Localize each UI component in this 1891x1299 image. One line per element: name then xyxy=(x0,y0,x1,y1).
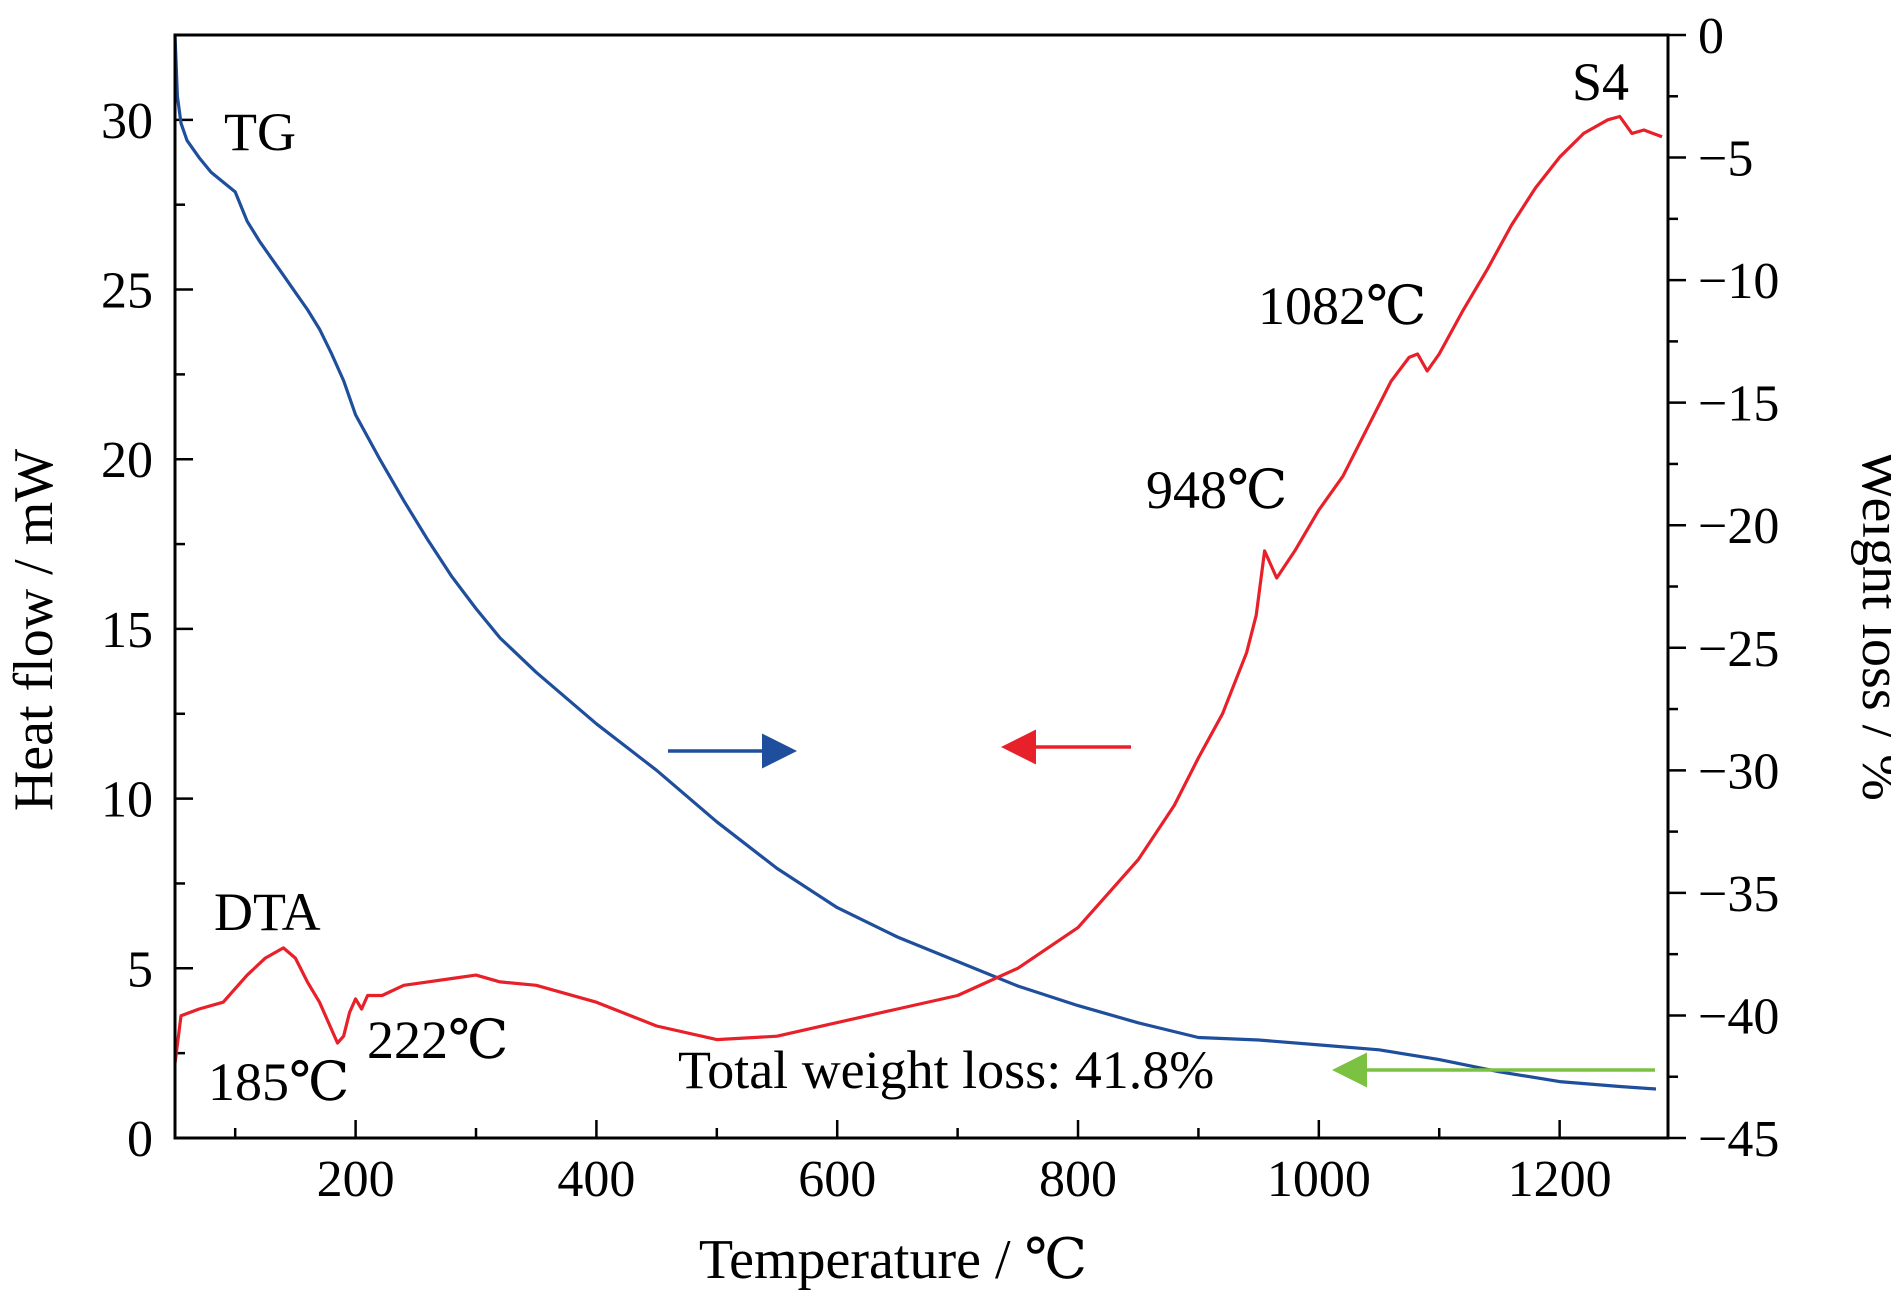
y-left-tick-label: 0 xyxy=(127,1111,153,1168)
y-right-tick-label: −10 xyxy=(1698,253,1779,310)
x-axis-title: Temperature / ℃ xyxy=(699,1229,1087,1291)
dta-label: DTA xyxy=(214,882,321,942)
x-tick-label: 600 xyxy=(798,1151,876,1208)
axis-tick-labels: 200 400 600 800 1000 1200 0 5 10 15 20 25 30 0 −5 −10 −1… xyxy=(101,8,1779,1208)
y-left-tick-label: 15 xyxy=(101,602,153,659)
x-tick-label: 1000 xyxy=(1267,1151,1371,1208)
sample-label: S4 xyxy=(1572,52,1629,112)
tg-label: TG xyxy=(224,102,296,162)
total-weight-loss-label: Total weight loss: 41.8% xyxy=(678,1040,1214,1100)
x-tick-label: 200 xyxy=(317,1151,395,1208)
y-left-tick-label: 30 xyxy=(101,93,153,150)
x-tick-label: 400 xyxy=(557,1151,635,1208)
y-left-tick-label: 25 xyxy=(101,263,153,320)
y-left-tick-label: 20 xyxy=(101,432,153,489)
y-axis-left-title: Heat flow / mW xyxy=(3,449,65,811)
dta-series-line xyxy=(173,114,1663,1064)
y-right-tick-label: −35 xyxy=(1698,866,1779,923)
y-left-tick-label: 5 xyxy=(127,941,153,998)
x-tick-label: 800 xyxy=(1039,1151,1117,1208)
y-right-tick-label: −25 xyxy=(1698,621,1779,678)
y-right-tick-label: −15 xyxy=(1698,376,1779,433)
x-tick-label: 1200 xyxy=(1508,1151,1612,1208)
y-right-tick-label: 0 xyxy=(1698,8,1724,65)
y-right-tick-label: −20 xyxy=(1698,498,1779,555)
y-right-tick-label: −5 xyxy=(1698,131,1753,188)
plot-frame xyxy=(173,33,1670,1140)
tg-series-line xyxy=(173,34,1657,1091)
y-right-tick-label: −30 xyxy=(1698,743,1779,800)
axis-ticks xyxy=(175,33,1686,1140)
peak-1082-label: 1082℃ xyxy=(1258,276,1426,336)
peak-185-label: 185℃ xyxy=(208,1052,349,1112)
y-right-tick-label: −45 xyxy=(1698,1111,1779,1168)
peak-222-label: 222℃ xyxy=(367,1010,508,1070)
y-right-tick-label: −40 xyxy=(1698,988,1779,1045)
peak-948-label: 948℃ xyxy=(1146,460,1287,520)
y-left-tick-label: 10 xyxy=(101,772,153,829)
y-axis-right-title: Weight loss / % xyxy=(1850,449,1891,801)
